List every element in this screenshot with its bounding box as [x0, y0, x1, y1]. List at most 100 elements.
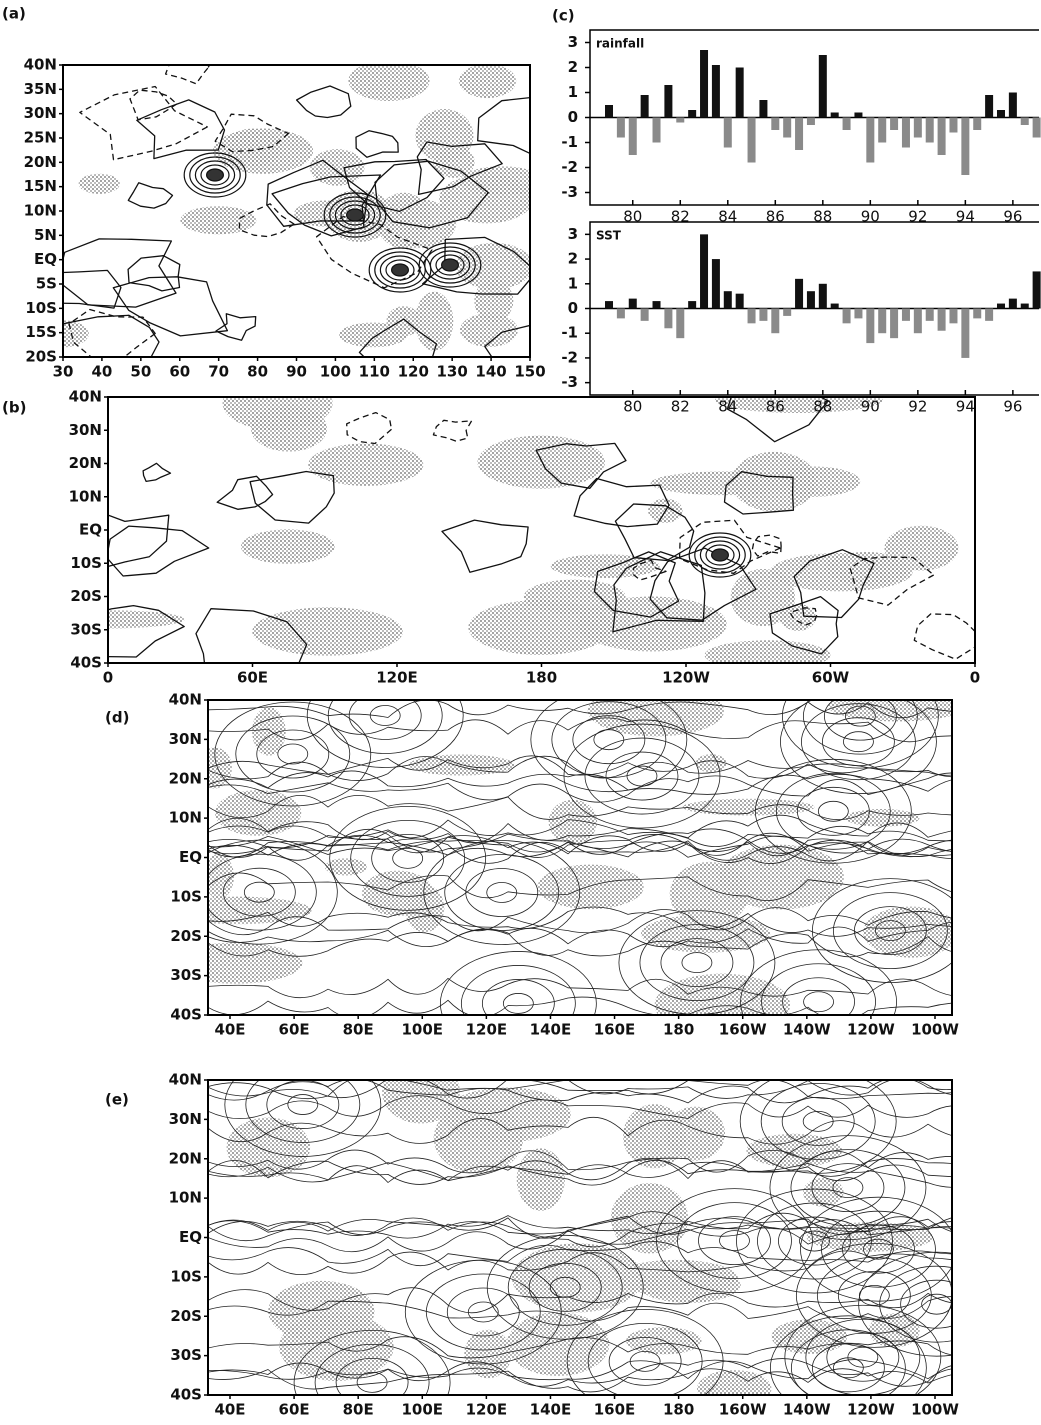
- contour: [913, 613, 975, 660]
- bar: [783, 308, 792, 316]
- contour: [612, 551, 706, 633]
- bar: [783, 117, 792, 138]
- streamline: [486, 882, 518, 903]
- streamline: [371, 833, 445, 883]
- y-tick-label: EQ: [179, 1228, 202, 1246]
- bar: [759, 308, 768, 321]
- streamline: [277, 743, 309, 765]
- streamline: [208, 755, 952, 779]
- y-tick-label: 10N: [169, 1189, 202, 1207]
- x-tick-label: 40E: [214, 1021, 245, 1039]
- bar: [664, 308, 673, 329]
- shading: [464, 1329, 512, 1379]
- shading: [665, 1106, 726, 1161]
- bar: [747, 308, 756, 324]
- shading: [746, 1133, 843, 1168]
- bar: [996, 110, 1005, 118]
- contour: [215, 313, 257, 341]
- streamline: [208, 996, 952, 1015]
- shading: [610, 1183, 689, 1254]
- shading: [240, 529, 335, 564]
- bar: [640, 95, 649, 118]
- x-tick-label: 160E: [594, 1021, 636, 1039]
- streamline: [208, 717, 952, 743]
- bar: [818, 55, 827, 118]
- x-tick-label: 80: [623, 208, 642, 226]
- shading: [669, 861, 749, 927]
- y-tick-label: 0: [568, 108, 578, 126]
- streamline: [847, 1346, 879, 1368]
- x-tick-label: 120: [398, 363, 429, 381]
- y-tick-label: 40N: [69, 388, 102, 406]
- bar: [676, 117, 685, 123]
- streamline: [208, 1157, 952, 1181]
- y-tick-label: 20S: [25, 348, 57, 366]
- bar: [771, 117, 780, 130]
- streamline: [439, 951, 597, 1015]
- bar: [973, 117, 982, 130]
- bar: [1032, 117, 1041, 138]
- shading: [884, 525, 959, 571]
- x-tick-label: 94: [956, 208, 975, 226]
- bar: [854, 112, 863, 118]
- streamline: [208, 834, 952, 861]
- shading: [250, 405, 328, 452]
- streamline: [208, 1212, 952, 1239]
- x-tick-label: 160W: [719, 1401, 767, 1419]
- bar: [996, 303, 1005, 309]
- y-tick-label: 35N: [24, 80, 57, 98]
- shading: [550, 554, 660, 578]
- bar: [676, 308, 685, 339]
- streamline: [781, 700, 939, 769]
- streamline: [208, 1287, 952, 1314]
- streamline: [208, 872, 952, 902]
- shading: [381, 1080, 461, 1124]
- bar: [830, 303, 839, 309]
- bar: [640, 308, 649, 321]
- contour-core: [418, 242, 482, 288]
- streamline: [208, 828, 952, 855]
- x-tick-label: 120E: [376, 669, 418, 687]
- bar: [688, 110, 697, 118]
- x-tick-label: 40E: [214, 1401, 245, 1419]
- y-tick-label: EQ: [34, 250, 57, 268]
- streamline: [404, 1259, 562, 1365]
- shading: [512, 1243, 644, 1313]
- bar: [925, 308, 934, 321]
- contour: [238, 203, 295, 238]
- shading: [433, 146, 475, 178]
- streamline: [805, 1318, 921, 1395]
- streamline: [740, 949, 897, 1015]
- streamline: [826, 1332, 900, 1382]
- shading: [828, 700, 952, 722]
- contour: [593, 551, 680, 618]
- x-tick-label: 100E: [401, 1021, 443, 1039]
- y-tick-label: 3: [568, 33, 578, 51]
- contour: [374, 160, 489, 229]
- streamline: [208, 755, 952, 781]
- streamline: [425, 1273, 541, 1351]
- y-tick-label: EQ: [179, 848, 202, 866]
- contour: [129, 89, 178, 121]
- bar: [605, 105, 614, 118]
- x-tick-label: 100E: [401, 1401, 443, 1419]
- x-tick-label: 140W: [783, 1401, 831, 1419]
- streamline: [874, 920, 906, 941]
- streamline: [832, 1177, 864, 1199]
- bar: [700, 234, 709, 309]
- shading: [78, 173, 121, 194]
- y-tick-label: 15N: [24, 177, 57, 195]
- streamline: [208, 1116, 952, 1145]
- shading: [637, 1267, 741, 1303]
- bar: [866, 308, 875, 344]
- bar: [711, 65, 720, 118]
- streamline: [208, 907, 952, 936]
- streamline: [502, 993, 534, 1014]
- streamline: [608, 1336, 682, 1386]
- bar: [949, 117, 958, 133]
- shading: [697, 1369, 772, 1395]
- x-tick-label: 96: [1003, 208, 1022, 226]
- streamline: [769, 1135, 927, 1241]
- streamline: [817, 800, 849, 822]
- shading: [717, 844, 845, 910]
